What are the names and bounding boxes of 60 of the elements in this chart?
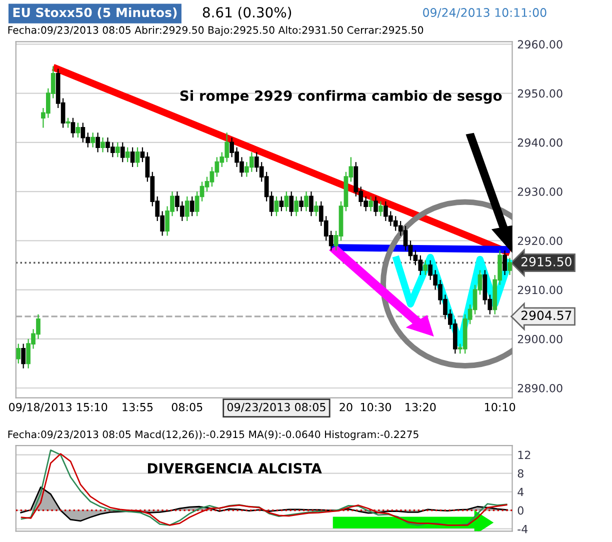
candlestick [378,200,383,217]
candlestick [76,122,80,138]
candlestick [294,196,299,217]
text: 8.61 (0.30%) [202,6,292,20]
y-tick-label: 2890.00 [518,384,562,392]
text: 09/24/2013 10:11:00 [423,8,546,18]
candlestick [190,196,194,217]
y-tick-label: 0 [518,506,524,515]
annotation: DIVERGENCIA ALCISTA [148,463,322,474]
ref-line-label: 2904.57 [521,310,572,320]
candlestick [289,190,294,217]
candlestick [66,117,70,128]
candlestick [368,196,373,212]
candlestick [274,196,279,217]
y-tick-label: 2900.00 [518,334,562,344]
x-tick-label: 09/18/2013 15:10 [9,402,108,412]
candlestick [299,196,304,212]
candlestick [115,142,120,158]
candlestick [184,196,190,222]
y-tick-label: 8 [518,469,524,478]
candlestick [284,190,289,212]
chart-title: EU Stoxx50 (5 Minutos) [13,8,177,19]
candlestick [423,260,428,276]
x-tick-label: 13:20 [406,402,436,412]
ref-line-label: 2915.50 [521,256,572,266]
y-tick-label: 2920.00 [518,236,562,246]
x-tick-label: 10:30 [360,402,392,412]
candlestick [90,132,96,148]
candlestick [314,200,318,217]
candlestick [508,257,512,276]
candlestick [120,142,125,163]
candlestick [309,190,314,217]
candlestick [130,146,135,168]
y-tick-label: 2930.00 [518,188,562,196]
x-tick-label: 09/23/2013 08:05 [227,402,326,412]
candlestick [100,136,105,153]
candlestick [16,343,21,364]
candlestick [135,146,140,168]
y-tick-label: 4 [518,488,524,496]
candlestick [502,250,507,276]
y-tick-label: -4 [518,524,528,534]
y-tick-label: 2960.00 [518,40,562,49]
candlestick [374,196,378,217]
chart-subtitle: Fecha:09/23/2013 08:05 Abrir:2929.50 Bajo:2925.50 Alto:2931.50 Cerrar:2925.50 [8,26,424,36]
x-tick-label: 20 [340,402,352,412]
x-tick-label: 13:55 [122,402,153,412]
candlestick [96,132,100,153]
candlestick [70,117,76,138]
x-tick-label: 08:05 [172,402,202,412]
x-tick-label: 10:10 [485,402,516,412]
y-tick-label: 12 [518,450,530,460]
y-tick-label: 2940.00 [518,138,562,147]
candlestick [304,190,308,212]
y-tick-label: 2910.00 [518,286,562,294]
chart-subtitle: Fecha:09/23/2013 08:05 Macd(12,26)):-0.2915 MA(9):-0.0640 Histogram:-0.2275 [8,430,418,440]
candlestick [21,343,26,369]
annotation: Si rompe 2929 confirma cambio de sesgo [180,90,502,104]
candlestick [125,146,130,163]
y-tick-label: 2950.00 [518,89,562,98]
candlestick [279,196,284,212]
